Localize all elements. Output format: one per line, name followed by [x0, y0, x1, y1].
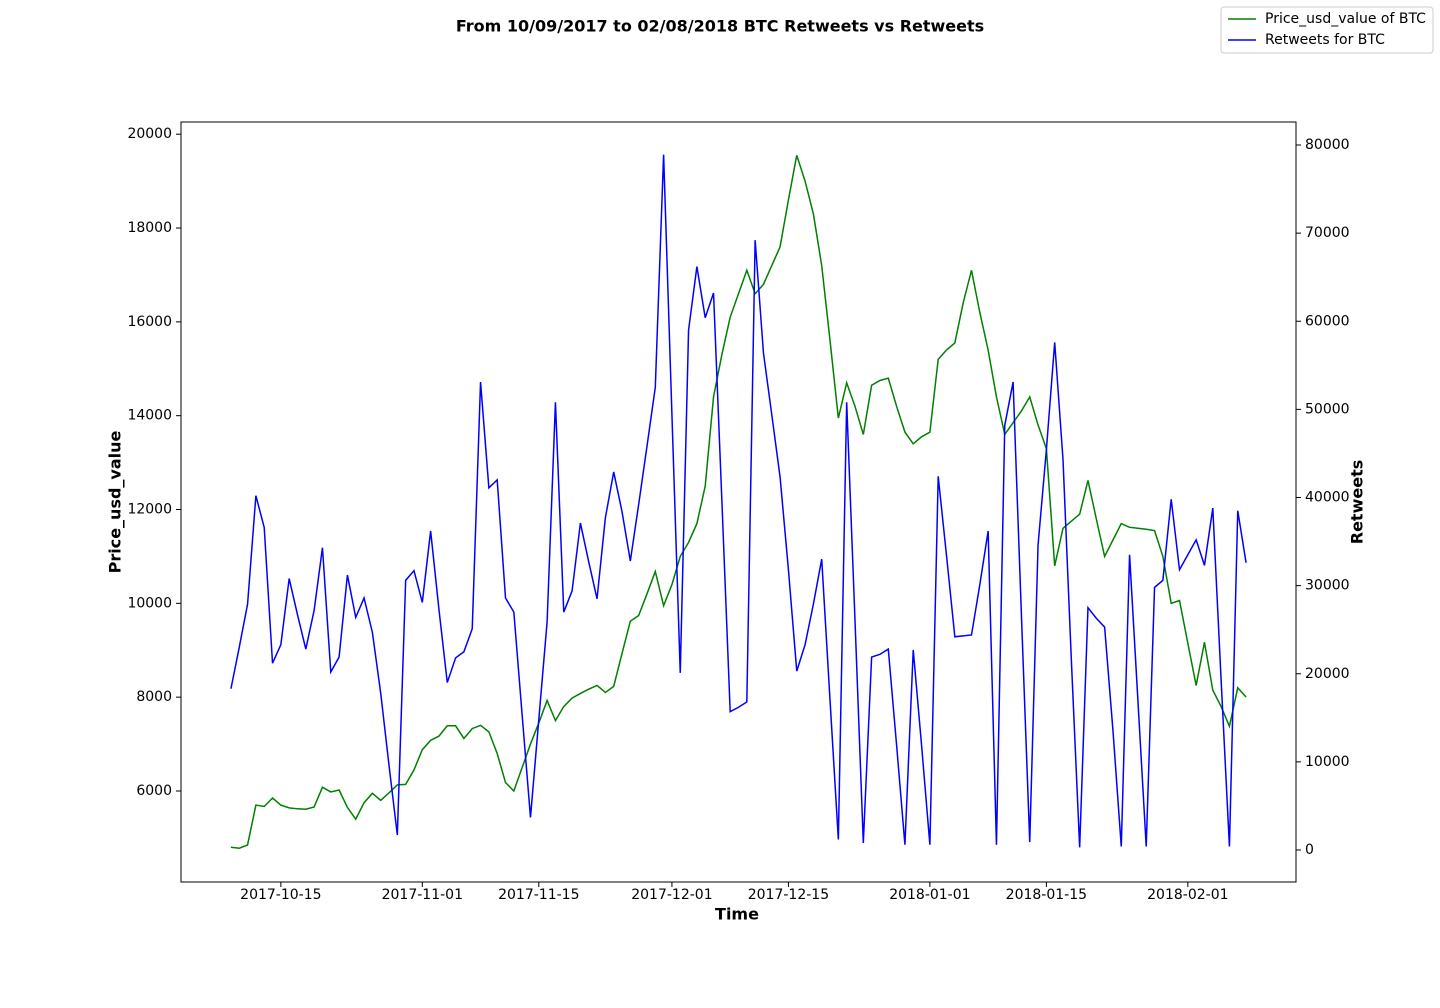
x-tick-label: 2017-11-15 — [498, 887, 579, 903]
y-tick-label: 12000 — [127, 502, 172, 518]
y-tick-label: 10000 — [127, 595, 172, 611]
x-tick-label: 2017-11-01 — [382, 887, 463, 903]
y2-tick-label: 0 — [1305, 842, 1314, 858]
x-tick-label: 2018-01-15 — [1006, 887, 1087, 903]
x-axis-label: Time — [715, 905, 759, 924]
y2-tick-label: 40000 — [1305, 490, 1350, 506]
data-line — [230, 155, 1247, 849]
y-axis-label: Price_usd_value — [106, 430, 125, 573]
y-tick-label: 14000 — [127, 408, 172, 424]
plot-frame — [180, 121, 1297, 883]
legend-label: Price_usd_value of BTC — [1265, 11, 1426, 27]
legend-label: Retweets for BTC — [1265, 32, 1385, 48]
y2-tick-label: 60000 — [1305, 313, 1350, 329]
legend-box — [1220, 6, 1434, 54]
y-tick-label: 16000 — [127, 314, 172, 330]
y2-tick-label: 80000 — [1305, 137, 1350, 153]
y-tick-label: 20000 — [127, 126, 172, 142]
x-tick-label: 2017-12-15 — [748, 887, 829, 903]
x-tick-label: 2017-10-15 — [240, 887, 321, 903]
y-tick-label: 6000 — [136, 783, 172, 799]
y2-tick-label: 30000 — [1305, 578, 1350, 594]
y2-tick-label: 50000 — [1305, 401, 1350, 417]
y2-tick-label: 70000 — [1305, 225, 1350, 241]
data-line — [230, 154, 1247, 848]
y2-axis-label: Retweets — [1348, 460, 1367, 544]
x-tick-label: 2018-01-01 — [889, 887, 970, 903]
x-tick-label: 2018-02-01 — [1147, 887, 1228, 903]
chart-title: From 10/09/2017 to 02/08/2018 BTC Retwee… — [456, 17, 984, 36]
y-tick-label: 8000 — [136, 689, 172, 705]
x-tick-label: 2017-12-01 — [631, 887, 712, 903]
y2-tick-label: 10000 — [1305, 754, 1350, 770]
y-tick-label: 18000 — [127, 220, 172, 236]
y2-tick-label: 20000 — [1305, 666, 1350, 682]
